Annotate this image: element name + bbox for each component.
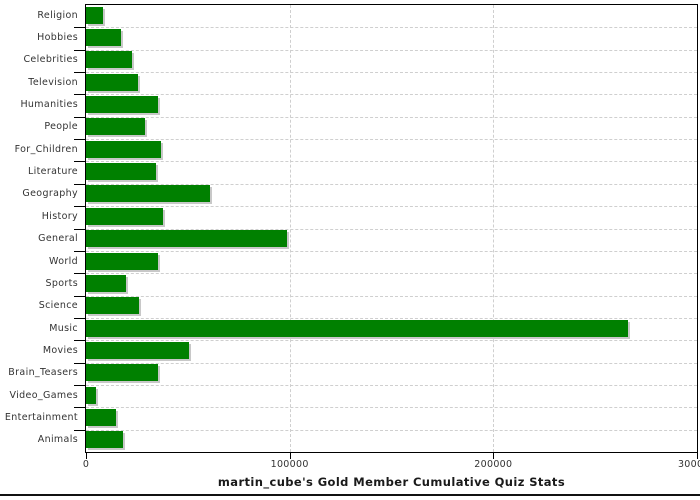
y-axis-tick xyxy=(74,94,85,96)
bar-geography xyxy=(86,185,211,203)
bar-for_children xyxy=(86,140,161,158)
gridline-horizontal xyxy=(86,139,697,141)
category-label: Geography xyxy=(22,188,78,200)
gridline-horizontal xyxy=(86,94,697,96)
category-label: Hobbies xyxy=(37,32,78,44)
bar-science xyxy=(86,297,140,315)
category-label: Humanities xyxy=(20,99,78,111)
category-label: History xyxy=(41,210,78,222)
y-axis-tick xyxy=(74,228,85,230)
x-tick-label: 0 xyxy=(82,459,90,470)
gridline-horizontal xyxy=(86,429,697,431)
plot-area xyxy=(85,4,698,453)
gridline-horizontal xyxy=(86,317,697,319)
bar-animals xyxy=(86,431,123,449)
bar-music xyxy=(86,319,628,337)
category-label: Music xyxy=(49,322,78,334)
category-label: Literature xyxy=(27,166,78,178)
gridline-horizontal xyxy=(86,116,697,118)
y-axis-tick xyxy=(74,429,85,431)
y-axis-tick xyxy=(74,161,85,163)
y-axis-tick xyxy=(74,340,85,342)
y-axis-tick xyxy=(74,362,85,364)
chart-title: martin_cube's Gold Member Cumulative Qui… xyxy=(217,475,566,489)
bar-sports xyxy=(86,274,127,292)
bar-video_games xyxy=(86,386,96,404)
gridline-horizontal xyxy=(86,273,697,275)
bar-world xyxy=(86,252,159,270)
y-axis-tick xyxy=(74,295,85,297)
bar-religion xyxy=(86,6,104,24)
x-tick-label: 100000 xyxy=(270,459,309,470)
y-axis-tick xyxy=(74,27,85,29)
x-tick-label: 300000 xyxy=(677,459,700,470)
x-axis-tick xyxy=(86,453,87,459)
bar-humanities xyxy=(86,96,159,114)
gridline-horizontal xyxy=(86,206,697,208)
bar-hobbies xyxy=(86,29,121,47)
category-label: For_Children xyxy=(14,143,78,155)
y-axis-tick xyxy=(74,72,85,74)
y-axis-tick xyxy=(74,49,85,51)
bar-history xyxy=(86,207,163,225)
gridline-horizontal xyxy=(86,362,697,364)
y-axis-tick xyxy=(74,250,85,252)
gridline-horizontal xyxy=(86,27,697,29)
y-axis-tick xyxy=(74,384,85,386)
category-label: Sports xyxy=(45,277,78,289)
gridline-horizontal xyxy=(86,340,697,342)
bar-entertainment xyxy=(86,408,117,426)
category-label: Video_Games xyxy=(9,389,78,401)
bar-literature xyxy=(86,163,157,181)
bar-brain_teasers xyxy=(86,364,159,382)
y-axis-tick xyxy=(74,407,85,409)
category-label: People xyxy=(44,121,78,133)
bar-movies xyxy=(86,341,189,359)
bar-people xyxy=(86,118,146,136)
category-label: Science xyxy=(38,300,78,312)
category-label: Movies xyxy=(42,344,78,356)
y-axis-tick xyxy=(74,273,85,275)
category-label: Celebrities xyxy=(23,54,78,66)
bar-celebrities xyxy=(86,51,133,69)
y-axis-tick xyxy=(74,206,85,208)
bar-general xyxy=(86,230,287,248)
gridline-horizontal xyxy=(86,161,697,163)
bar-television xyxy=(86,73,138,91)
x-axis-tick xyxy=(493,453,495,459)
gridline-horizontal xyxy=(86,49,697,51)
category-label: Animals xyxy=(37,434,78,446)
category-label: Television xyxy=(28,76,78,88)
y-axis-tick xyxy=(74,139,85,141)
category-label: Brain_Teasers xyxy=(8,367,78,379)
category-label: Entertainment xyxy=(4,411,78,423)
bottom-divider xyxy=(0,494,700,496)
category-label: World xyxy=(49,255,78,267)
gridline-horizontal xyxy=(86,250,697,252)
gridline-horizontal xyxy=(86,183,697,185)
x-tick-label: 200000 xyxy=(474,459,513,470)
x-axis-tick xyxy=(289,453,291,459)
gridline-horizontal xyxy=(86,228,697,230)
category-label: General xyxy=(38,233,78,245)
y-axis-tick xyxy=(74,183,85,185)
y-axis-tick xyxy=(74,116,85,118)
category-label: Religion xyxy=(37,9,78,21)
y-axis-tick xyxy=(74,317,85,319)
x-axis-tick xyxy=(697,453,698,459)
gridline-horizontal xyxy=(86,295,697,297)
gridline-horizontal xyxy=(86,72,697,74)
gridline-horizontal xyxy=(86,384,697,386)
gridline-horizontal xyxy=(86,407,697,409)
